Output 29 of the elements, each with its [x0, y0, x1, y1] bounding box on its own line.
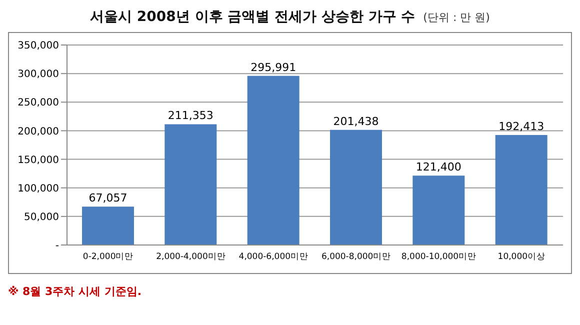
x-tick-label: 0-2,000미만	[82, 252, 134, 262]
data-label: 192,413	[498, 120, 544, 134]
y-tick-label: 250,000	[18, 98, 59, 109]
text: ※ 8월 3주차 시세 기준임.	[8, 284, 142, 299]
y-tick-label: 300,000	[18, 69, 59, 80]
data-label: 201,438	[333, 114, 379, 128]
y-tick-label: 350,000	[18, 40, 59, 52]
chart-subtitle: (단위 : 만 원)	[423, 10, 490, 25]
y-tick-label: 150,000	[18, 154, 59, 166]
bar	[330, 130, 382, 245]
data-label: 211,353	[168, 109, 214, 122]
bar	[495, 135, 548, 245]
data-label: 295,991	[250, 60, 296, 74]
bar	[164, 124, 217, 245]
y-tick-label: 200,000	[18, 126, 59, 138]
data-label: 67,057	[88, 192, 128, 205]
y-tick-label: 100,000	[18, 183, 59, 194]
bar	[247, 76, 300, 245]
y-tick-label: -	[55, 240, 60, 252]
bar	[82, 206, 134, 245]
chart-title: 서울시 2008년 이후 금액별 전세가 상승한 가구 수	[90, 8, 416, 26]
x-tick-label: 8,000-10,000미만	[401, 252, 477, 262]
x-tick-label: 4,000-6,000미만	[238, 252, 309, 262]
bar	[412, 176, 465, 245]
data-label: 121,400	[416, 160, 462, 174]
x-tick-label: 10,000이상	[498, 252, 546, 262]
x-tick-label: 2,000-4,000미만	[156, 252, 226, 262]
x-tick-label: 6,000-8,000미만	[321, 252, 392, 262]
y-tick-label: 50,000	[24, 212, 59, 223]
